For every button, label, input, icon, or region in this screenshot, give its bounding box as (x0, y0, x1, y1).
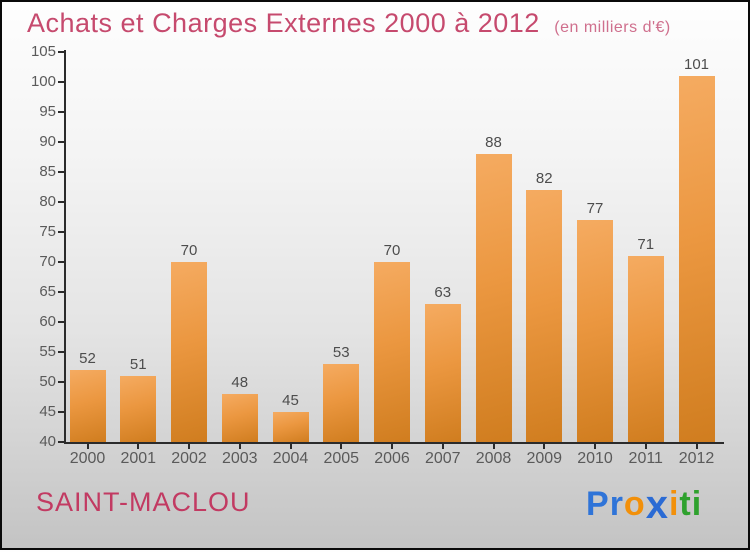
bar-2009 (526, 190, 563, 442)
y-tick-label: 45 (39, 403, 56, 420)
x-tick-mark (340, 444, 343, 449)
chart-header: Achats et Charges Externes 2000 à 2012 (… (27, 8, 671, 39)
x-tick-label: 2004 (272, 450, 309, 467)
x-tick-label: 2005 (323, 450, 360, 467)
bar-2003 (221, 394, 258, 442)
bar-value-label: 52 (79, 350, 96, 367)
bar-value-label: 101 (683, 56, 710, 73)
bar-2001 (120, 376, 157, 442)
logo-letter: P (586, 485, 610, 523)
y-tick-label: 90 (39, 133, 56, 150)
y-tick-mark (58, 201, 64, 203)
bar-value-label: 45 (282, 392, 299, 409)
logo-letter: t (679, 485, 692, 523)
x-tick-mark (441, 444, 444, 449)
x-tick-label: 2002 (171, 450, 207, 467)
company-name: SAINT-MACLOU (36, 487, 251, 517)
x-tick-label: 2007 (424, 450, 461, 467)
y-tick-mark (58, 171, 64, 173)
y-tick-mark (58, 291, 64, 293)
y-axis-line (64, 50, 66, 444)
bar-2004 (272, 412, 309, 442)
x-tick-mark (238, 444, 241, 449)
bar-value-label: 63 (434, 284, 452, 301)
x-tick-label: 2011 (628, 450, 663, 467)
y-tick-label: 80 (39, 193, 56, 210)
bar-value-label: 51 (129, 356, 147, 373)
x-tick-mark (543, 444, 546, 449)
bar-value-label: 82 (535, 170, 553, 187)
x-tick-mark (137, 444, 140, 449)
y-tick-mark (58, 441, 64, 443)
bar-2008 (475, 154, 512, 442)
bar-2012 (678, 76, 715, 442)
x-tick-mark (391, 444, 393, 449)
logo-letter: i (668, 485, 680, 523)
chart-title: Achats et Charges Externes 2000 à 2012 (27, 8, 540, 38)
y-tick-label: 85 (39, 163, 56, 180)
x-tick-label: 2003 (221, 450, 258, 467)
logo-letter: r (609, 485, 624, 523)
y-tick-label: 100 (30, 73, 56, 90)
bar-2010 (577, 220, 613, 442)
bar-2005 (323, 364, 360, 442)
bar-value-label: 48 (231, 374, 249, 391)
y-tick-label: 55 (39, 343, 56, 360)
bar-2002 (171, 262, 207, 442)
x-tick-mark (492, 444, 495, 449)
y-tick-mark (58, 381, 64, 383)
x-tick-mark (289, 444, 292, 449)
bar-value-label: 88 (485, 134, 502, 151)
x-tick-label: 2001 (120, 450, 157, 467)
y-tick-mark (58, 141, 64, 143)
x-tick-label: 2006 (374, 450, 410, 467)
y-tick-mark (58, 321, 64, 323)
y-tick-label: 65 (39, 283, 56, 300)
x-tick-label: 2000 (69, 450, 106, 467)
x-tick-label: 2009 (526, 450, 563, 467)
bar-value-label: 70 (180, 242, 198, 259)
y-tick-label: 70 (39, 253, 56, 270)
x-tick-mark (594, 444, 596, 449)
y-tick-label: 50 (39, 373, 56, 390)
x-tick-mark (644, 444, 647, 449)
bar-2006 (374, 262, 410, 442)
bar-2007 (424, 304, 461, 442)
y-tick-mark (58, 351, 64, 353)
bar-value-label: 53 (332, 344, 350, 361)
logo-letter: x (645, 483, 669, 527)
bar-value-label: 70 (383, 242, 401, 259)
y-tick-mark (58, 261, 64, 263)
bar-2011 (627, 256, 664, 442)
y-tick-mark (58, 231, 64, 233)
y-tick-label: 75 (39, 223, 56, 240)
y-tick-mark (58, 81, 64, 83)
y-tick-label: 95 (39, 103, 56, 120)
y-tick-mark (58, 111, 64, 113)
proxiti-logo: Proxiti (586, 483, 703, 527)
x-tick-label: 2012 (678, 450, 715, 467)
y-tick-mark (58, 411, 64, 413)
y-tick-mark (58, 51, 64, 53)
x-tick-mark (188, 444, 190, 449)
x-tick-label: 2010 (577, 450, 613, 467)
chart-subtitle: (en milliers d'€) (554, 19, 671, 36)
x-tick-mark (695, 444, 698, 449)
x-tick-label: 2008 (475, 450, 512, 467)
y-tick-label: 105 (30, 43, 56, 60)
logo-letter: i (691, 485, 703, 523)
bar-value-label: 77 (586, 200, 604, 217)
x-axis-line (64, 442, 724, 444)
bar-2000 (69, 370, 106, 442)
logo-letter: o (623, 485, 646, 523)
y-tick-label: 60 (39, 313, 56, 330)
bar-value-label: 71 (637, 236, 655, 253)
x-tick-mark (86, 444, 89, 449)
y-tick-label: 40 (39, 433, 56, 450)
